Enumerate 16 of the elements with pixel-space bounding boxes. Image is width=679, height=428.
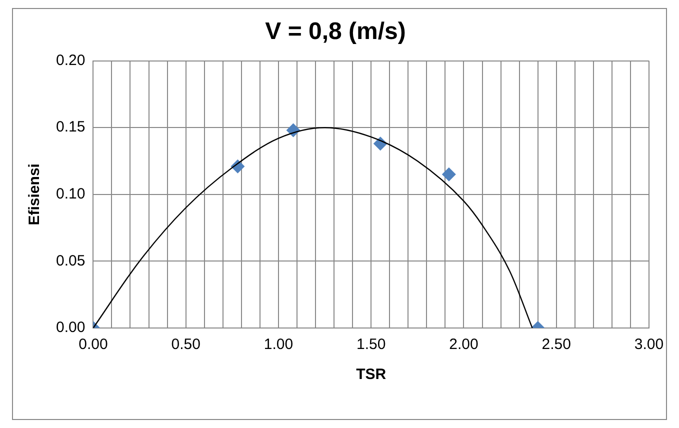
x-axis-title: TSR (356, 366, 386, 384)
x-tick-label: 2.50 (542, 336, 571, 354)
x-tick-label: 2.00 (449, 336, 478, 354)
x-tick-label: 3.00 (634, 336, 664, 354)
point (442, 167, 456, 182)
y-tick-label: 0.05 (56, 252, 86, 270)
x-tick-label: 1.00 (264, 336, 294, 354)
x-tick-label: 0.50 (171, 336, 200, 354)
x-tick-label: 1.50 (356, 336, 386, 354)
y-tick-label: 0.10 (56, 186, 86, 203)
y-tick-label: 0.00 (56, 319, 86, 336)
y-tick-label: 0.15 (56, 118, 86, 136)
x-tick-label: 0.00 (78, 336, 108, 354)
chart-title: V = 0,8 (m/s) (265, 18, 406, 46)
y-axis-title: Efisiensi (26, 164, 44, 226)
y-tick-label: 0.20 (56, 52, 86, 69)
